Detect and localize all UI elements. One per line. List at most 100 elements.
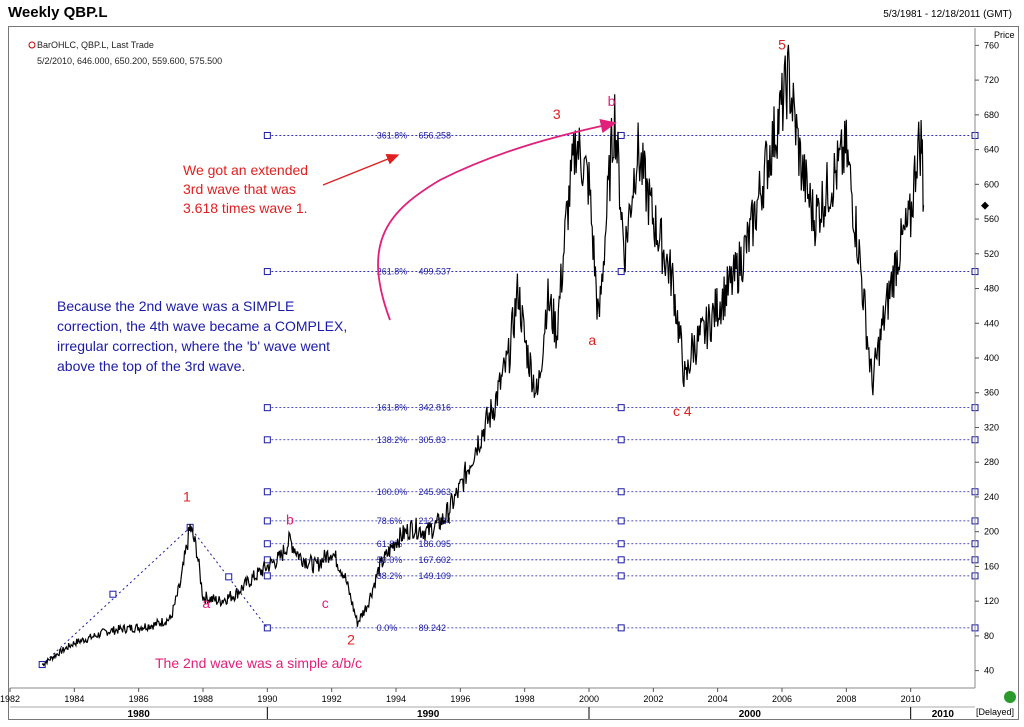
y-tick-label: 320 [984,422,999,432]
complex-note-line-3: irregular correction, where the 'b' wave… [57,338,330,354]
fib-handle [617,488,625,496]
x-tick-label: 2000 [579,694,599,704]
fib-handle [263,404,271,412]
decade-label: 2000 [739,709,762,720]
fib-handle [263,572,271,580]
y-axis: 40 80 120 160 200 240 280 320 360 400 440 480 520 560… [974,28,999,688]
series-legend-icon [28,41,36,49]
x-tick-label: 1998 [515,694,535,704]
decade-label: 2010 [932,709,955,720]
wave-label: c [322,595,329,611]
fib-handle [617,131,625,139]
fib-level-percent: 78.6% [377,516,403,526]
wave-label: 2 [347,632,355,648]
fib-handle [617,572,625,580]
fib-level-percent: 0.0% [377,623,398,633]
fib-level-percent: 361.8% [377,130,408,140]
delayed-status: [Delayed] [976,707,1014,717]
fib-handle [263,268,271,276]
x-tick-label: 2008 [836,694,856,704]
fib-level-value: 149.109 [419,571,452,581]
extended-wave-note: We got an extended 3rd wave that was 3.6… [183,162,308,216]
wave-label: b [608,93,616,109]
date-range: 5/3/1981 - 12/18/2011 (GMT) [883,9,1012,20]
fib-level-percent: 161.8% [377,403,408,413]
wave-label: a [202,595,210,611]
wave-label: b [286,512,294,528]
x-axis: 1982 1984 1986 1988 1990 1992 1994 1996 1998 2000… [0,687,975,720]
fib-level-percent: 50.0% [377,555,403,565]
y-tick-label: 560 [984,214,999,224]
y-tick-label: 240 [984,492,999,502]
legend-series: BarOHLC, QBP.L, Last Trade [37,40,154,50]
y-tick-label: 640 [984,145,999,155]
complex-note-line-1: Because the 2nd wave was a SIMPLE [57,298,294,314]
chart-frame [8,26,1019,720]
y-tick-label: 480 [984,284,999,294]
fib-level-value: 245.963 [419,487,452,497]
y-tick-label: 280 [984,457,999,467]
fib-handle [617,404,625,412]
y-tick-label: 120 [984,596,999,606]
y-tick-label: 360 [984,388,999,398]
x-tick-label: 2010 [901,694,921,704]
fib-level-percent: 261.8% [377,267,408,277]
fib-handle [263,488,271,496]
x-tick-label: 1986 [129,694,149,704]
y-tick-label: 760 [984,40,999,50]
simple-abc-note: The 2nd wave was a simple a/b/c [155,655,362,671]
decade-label: 1990 [417,709,440,720]
x-tick-label: 1984 [64,694,84,704]
fib-handle [263,624,271,632]
projection-handle [225,573,233,581]
x-tick-label: 1996 [450,694,470,704]
fibonacci-levels: 0.0% 89.242 38.2% 149.109 50.0% 167.602 61.8% 1… [263,130,979,633]
fib-level-value: 342.816 [419,403,452,413]
complex-correction-note: Because the 2nd wave was a SIMPLE correc… [57,298,347,374]
y-tick-label: 160 [984,561,999,571]
fib-handle [617,556,625,564]
x-tick-label: 1982 [0,694,20,704]
x-tick-label: 1994 [386,694,406,704]
fib-handle [263,556,271,564]
fib-level-value: 167.602 [419,555,452,565]
fib-level-percent: 138.2% [377,435,408,445]
extended-note-line-3: 3.618 times wave 1. [183,200,308,216]
x-tick-label: 2006 [772,694,792,704]
fib-handle [617,624,625,632]
last-price-marker [981,201,989,210]
fib-handle [263,517,271,525]
wave-label: c 4 [673,403,692,419]
legend-values: 5/2/2010, 646.000, 650.200, 559.600, 575… [37,56,222,66]
fib-handle [263,131,271,139]
x-tick-label: 2004 [708,694,728,704]
fib-handle [617,517,625,525]
fib-level-value: 656.258 [419,130,452,140]
fib-handle [263,540,271,548]
price-series-line [41,44,925,667]
fib-level-percent: 100.0% [377,487,408,497]
y-tick-label: 400 [984,353,999,363]
price-axis-label: Price [994,30,1015,40]
y-tick-label: 200 [984,527,999,537]
fib-handle [263,436,271,444]
wave-label: 5 [778,37,786,53]
complex-note-line-4: above the top of the 3rd wave. [57,358,245,374]
extended-note-arrow [322,153,400,186]
fib-level-value: 186.095 [419,539,452,549]
decade-label: 1980 [128,709,151,720]
wave-label: 1 [183,488,191,504]
fib-level-percent: 61.8% [377,539,403,549]
fib-level-percent: 38.2% [377,571,403,581]
y-tick-label: 80 [984,631,994,641]
y-tick-label: 720 [984,75,999,85]
wave-1-projection [38,523,268,669]
extended-note-line-1: We got an extended [183,162,308,178]
fib-handle [617,436,625,444]
fib-level-value: 305.83 [419,435,447,445]
fib-handle [617,540,625,548]
b-wave-arrow [377,119,617,321]
wave-label: a [588,332,596,348]
y-tick-label: 680 [984,110,999,120]
